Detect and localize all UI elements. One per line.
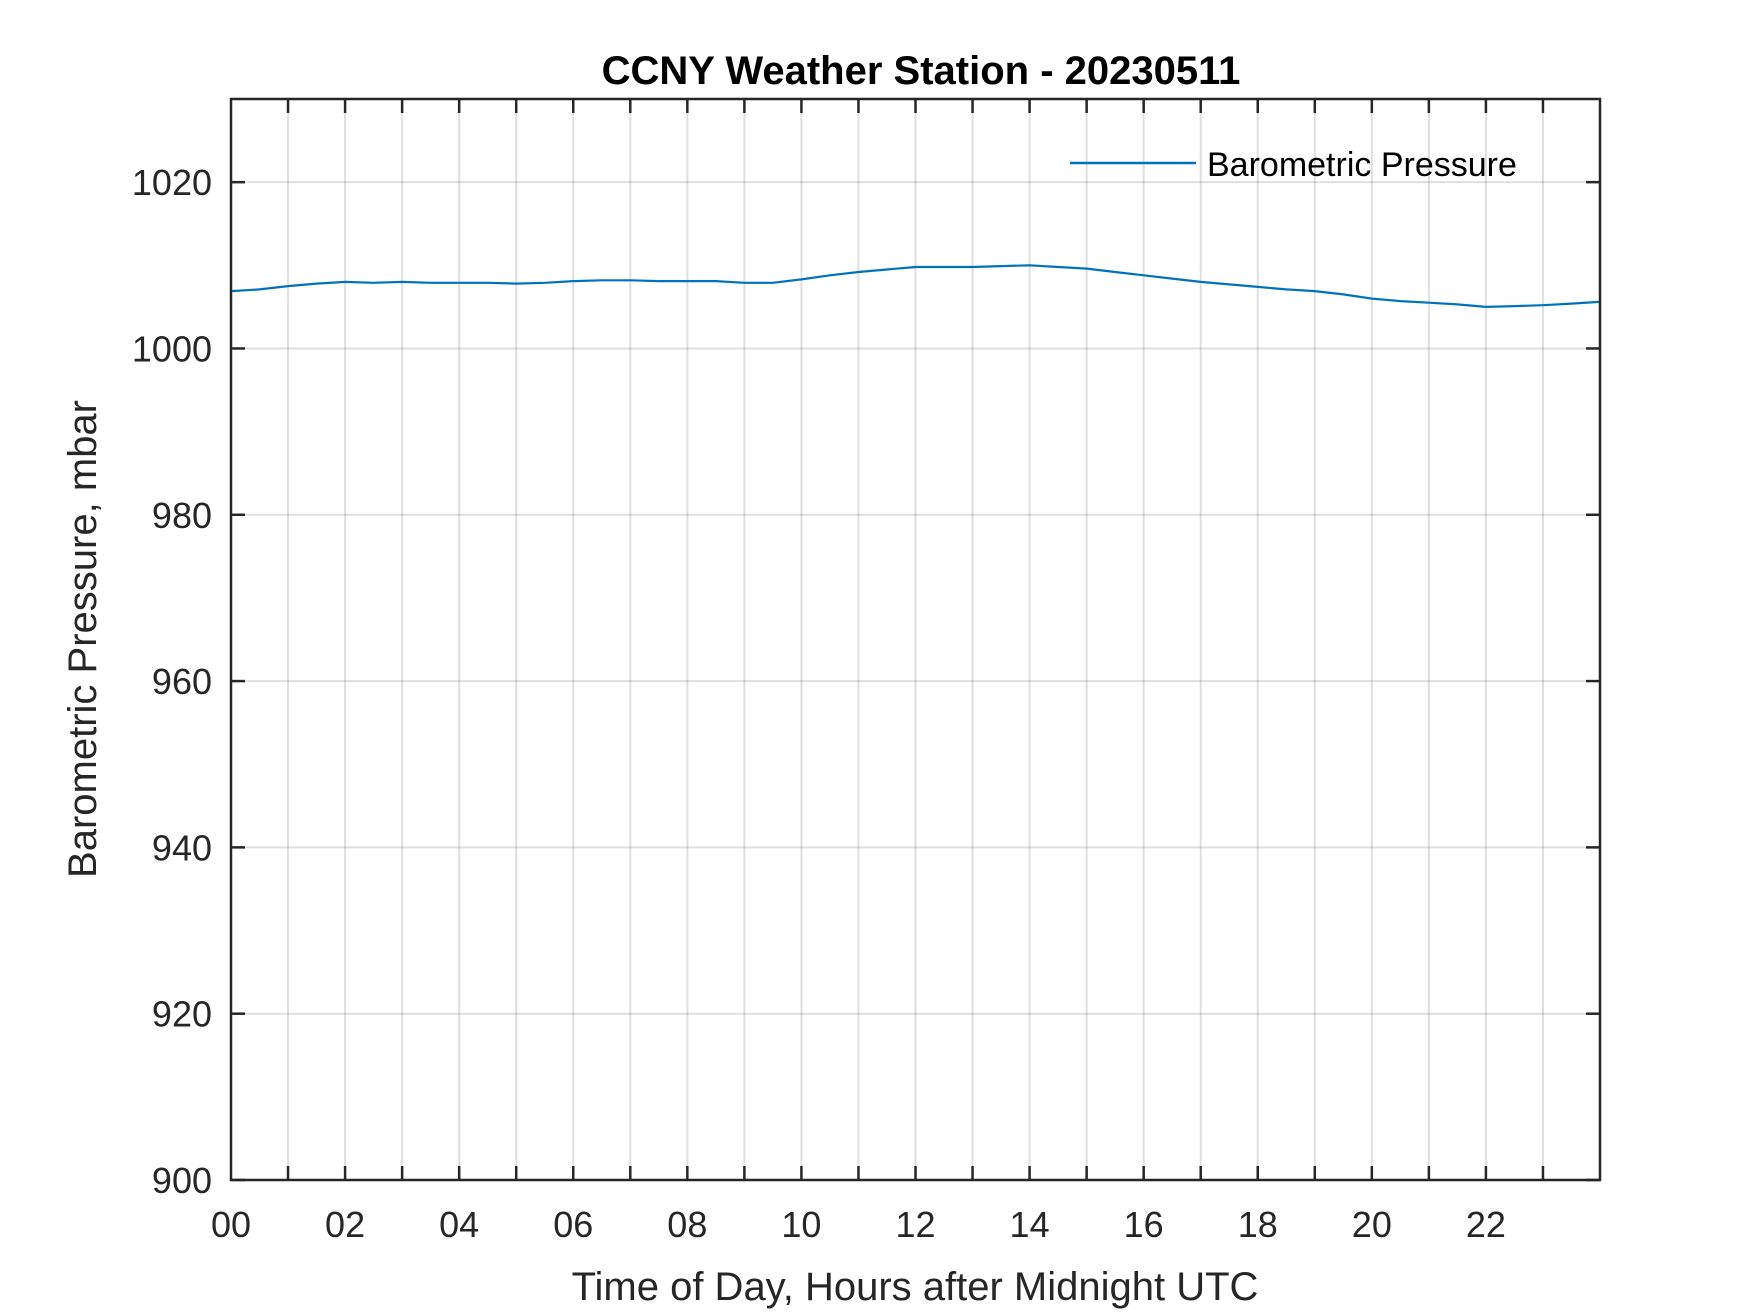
- x-tick-label: 12: [895, 1204, 935, 1245]
- x-tick-label: 10: [781, 1204, 821, 1245]
- x-tick-label: 16: [1124, 1204, 1164, 1245]
- x-tick-label: 14: [1010, 1204, 1050, 1245]
- x-tick-label: 00: [211, 1204, 251, 1245]
- tick-marks: [231, 99, 1600, 1182]
- x-tick-label: 04: [439, 1204, 479, 1245]
- series-layer: [230, 264, 1599, 308]
- x-tick-labels: 00 02 04 06 08 10 12 14 16 18 20 22: [211, 1204, 1506, 1245]
- x-tick-label: 22: [1466, 1204, 1506, 1245]
- x-axis-label: Time of Day, Hours after Midnight UTC: [572, 1265, 1259, 1309]
- legend-entry-barometric-pressure: Barometric Pressure: [1207, 146, 1517, 184]
- series-line-barometric-pressure: [230, 264, 1599, 308]
- x-tick-label: 06: [553, 1204, 593, 1245]
- y-tick-label: 1020: [132, 162, 212, 203]
- y-tick-label: 940: [152, 827, 212, 868]
- y-tick-label: 960: [152, 661, 212, 702]
- chart-title: CCNY Weather Station - 20230511: [602, 49, 1241, 93]
- y-tick-label: 980: [152, 495, 212, 536]
- x-tick-label: 08: [667, 1204, 707, 1245]
- legend: Barometric Pressure: [1070, 146, 1517, 184]
- y-tick-label: 1000: [132, 328, 212, 369]
- grid-lines: [231, 99, 1600, 1180]
- x-tick-label: 20: [1352, 1204, 1392, 1245]
- y-tick-labels: 900 920 940 960 980 1000 1020: [132, 162, 212, 1201]
- y-tick-label: 900: [152, 1160, 212, 1201]
- y-tick-label: 920: [152, 994, 212, 1035]
- x-tick-label: 02: [325, 1204, 365, 1245]
- x-tick-label: 18: [1238, 1204, 1278, 1245]
- y-axis-label: Barometric Pressure, mbar: [61, 400, 105, 878]
